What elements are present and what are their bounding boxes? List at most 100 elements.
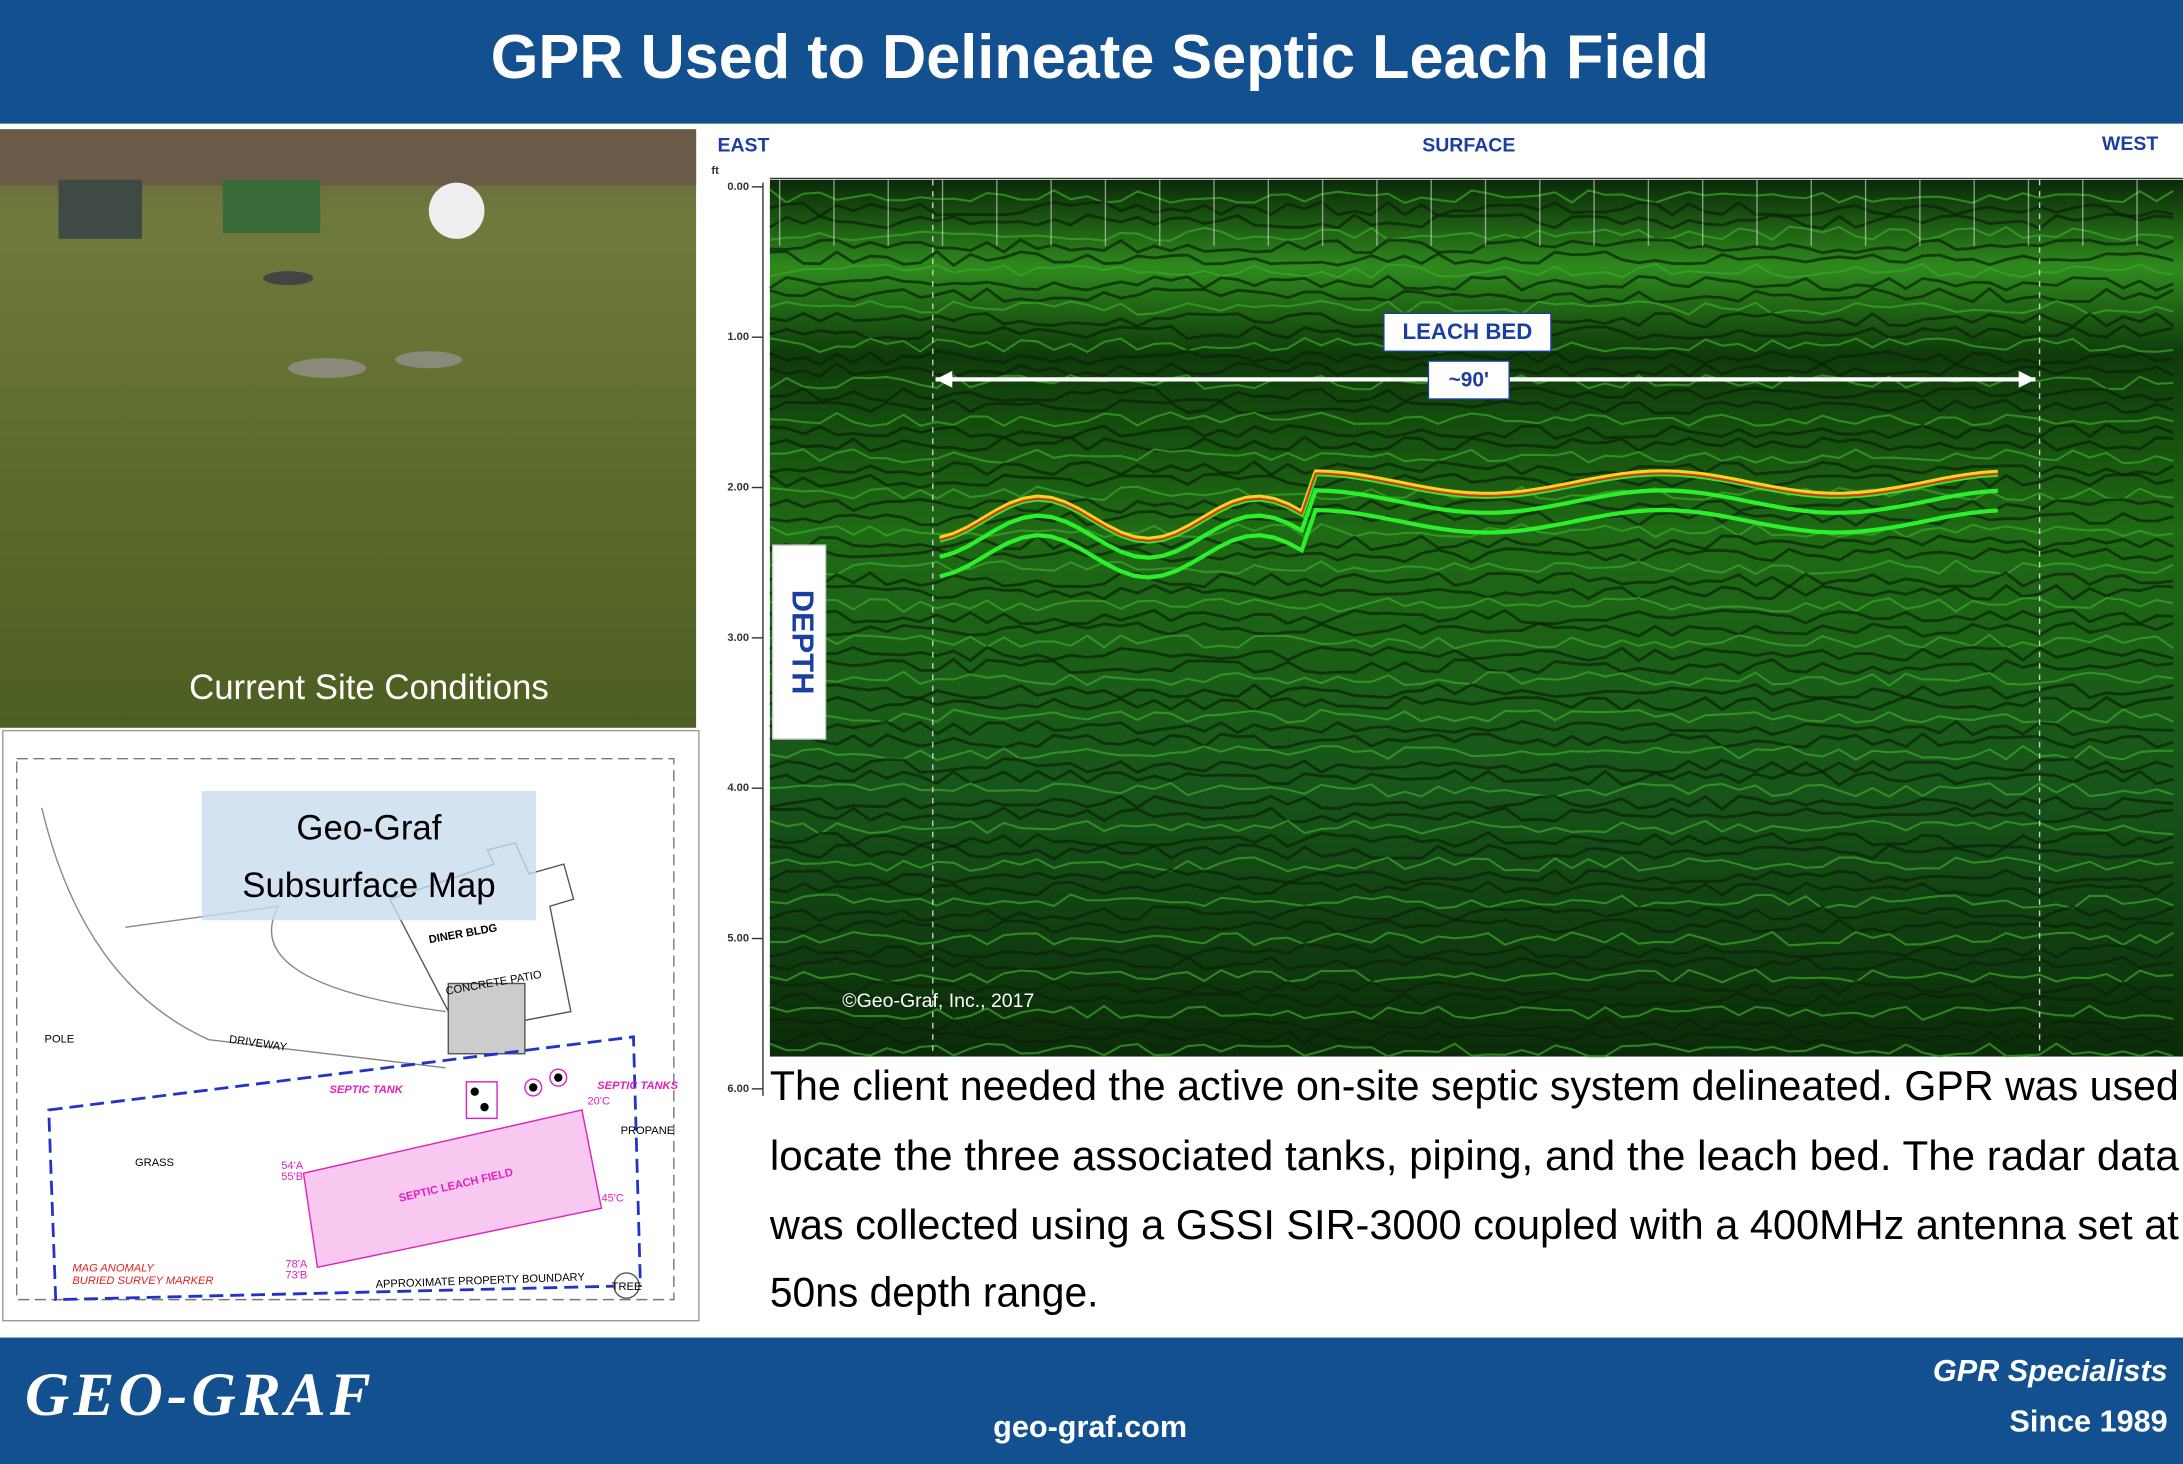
depth-tick-label: 0.00 <box>727 181 749 193</box>
radar-texture <box>769 781 2174 798</box>
map-label: 20'C <box>588 1095 611 1107</box>
radar-texture <box>769 794 2174 812</box>
radar-texture <box>769 608 2174 626</box>
radar-texture <box>769 744 2174 762</box>
radar-texture <box>769 299 2174 316</box>
radar-texture <box>769 955 2174 972</box>
radar-texture <box>769 534 2174 552</box>
depth-tick-label: 2.00 <box>727 481 749 493</box>
map-label: 78'A <box>285 1258 307 1270</box>
span-label: ~90' <box>1449 368 1489 391</box>
radar-texture <box>769 942 2174 960</box>
direction-label: SURFACE <box>1422 134 1515 156</box>
map-title: Subsurface Map <box>242 866 495 905</box>
map-label: SEPTIC TANK <box>329 1084 403 1096</box>
radar-texture <box>769 225 2174 242</box>
radar-texture <box>769 286 2174 304</box>
direction-label: WEST <box>2102 133 2158 155</box>
radar-texture <box>769 719 2174 737</box>
radar-texture <box>769 968 2174 984</box>
depth-label: DEPTH <box>785 590 820 695</box>
radar-texture <box>769 843 2174 861</box>
radar-texture <box>769 249 2174 268</box>
radar-texture <box>769 497 2174 515</box>
radar-texture <box>769 398 2174 416</box>
radar-texture <box>769 806 2174 824</box>
radar-texture <box>769 472 2174 490</box>
map-label: POLE <box>45 1033 75 1045</box>
radar-texture <box>769 1028 2174 1046</box>
reflection <box>939 507 1998 580</box>
depth-tick-label: 1.00 <box>727 331 749 343</box>
radar-texture <box>769 274 2174 292</box>
radar-texture <box>769 522 2174 539</box>
footer-bar <box>0 1337 2183 1464</box>
radar-texture <box>769 633 2174 650</box>
radar-texture <box>769 708 2174 724</box>
subsurface-map: Geo-Graf Subsurface Map DINER BLDG CONCR… <box>2 729 700 1322</box>
depth-unit: ft <box>711 165 719 177</box>
radar-texture <box>769 893 2174 910</box>
leach-bed-label: LEACH BED <box>1402 319 1532 344</box>
radar-profile: EAST SURFACE WEST ft DEPTH LEACH BED ~90… <box>711 133 2183 1096</box>
radar-texture <box>769 435 2174 453</box>
header-bar <box>0 0 2183 124</box>
site-photo: Current Site Conditions <box>0 129 697 728</box>
radar-texture <box>769 1041 2174 1058</box>
radar-texture <box>769 1016 2174 1034</box>
radar-texture <box>769 188 2174 205</box>
map-title: Geo-Graf <box>296 808 441 847</box>
radar-texture <box>769 200 2174 218</box>
radar-texture <box>769 460 2174 477</box>
reflection <box>939 488 1998 560</box>
direction-label: EAST <box>717 134 769 156</box>
radar-texture <box>769 917 2174 935</box>
photo-caption: Current Site Conditions <box>189 668 549 707</box>
map-label: 55'B <box>281 1171 303 1183</box>
radar-texture <box>769 831 2174 849</box>
since: Since 1989 <box>2009 1403 2167 1438</box>
radar-texture <box>769 856 2174 873</box>
radar-texture <box>769 930 2174 947</box>
radar-texture <box>769 979 2174 997</box>
radar-texture <box>769 546 2174 564</box>
radar-texture <box>769 880 2175 898</box>
description-line: locate the three associated tanks, pipin… <box>770 1132 2180 1179</box>
title: GPR Used to Delineate Septic Leach Field <box>491 23 1709 92</box>
radar-texture <box>769 238 2174 255</box>
description-line: was collected using a GSSI SIR-3000 coup… <box>769 1201 2179 1248</box>
radar-texture <box>769 769 2174 787</box>
depth-tick-label: 5.00 <box>727 932 749 944</box>
map-label: MAG ANOMALY <box>72 1262 155 1274</box>
map-label: SEPTIC TANKS <box>597 1080 678 1092</box>
radar-texture <box>769 509 2174 527</box>
map-label: GRASS <box>135 1157 174 1169</box>
tagline: GPR Specialists <box>1933 1353 2168 1388</box>
radar-texture <box>769 583 2174 601</box>
map-label: PROPANE <box>621 1125 675 1137</box>
logo: GEO-GRAF <box>25 1361 375 1429</box>
map-label: 73'B <box>285 1270 307 1282</box>
map-label: 54'A <box>281 1160 303 1172</box>
description: The client needed the active on-site sep… <box>769 1062 2180 1316</box>
map-label: BURIED SURVEY MARKER <box>72 1275 213 1287</box>
radar-texture <box>769 596 2174 613</box>
radar-texture <box>769 348 2174 366</box>
radar-texture <box>769 819 2174 836</box>
reflection <box>939 472 1998 542</box>
copyright: ©Geo-Graf, Inc., 2017 <box>842 990 1034 1012</box>
depth-tick-label: 4.00 <box>727 782 749 794</box>
radar-texture <box>769 262 2174 280</box>
radar-texture <box>769 621 2174 638</box>
radar-texture <box>769 868 2174 886</box>
radar-texture <box>769 695 2174 713</box>
depth-tick-label: 3.00 <box>727 632 749 644</box>
depth-tick-label: 6.00 <box>727 1083 749 1095</box>
reflection <box>939 469 1998 540</box>
website: geo-graf.com <box>993 1409 1187 1444</box>
radar-texture <box>769 571 2174 589</box>
description-line: 50ns depth range. <box>770 1268 1099 1315</box>
radar-texture <box>769 1004 2174 1021</box>
